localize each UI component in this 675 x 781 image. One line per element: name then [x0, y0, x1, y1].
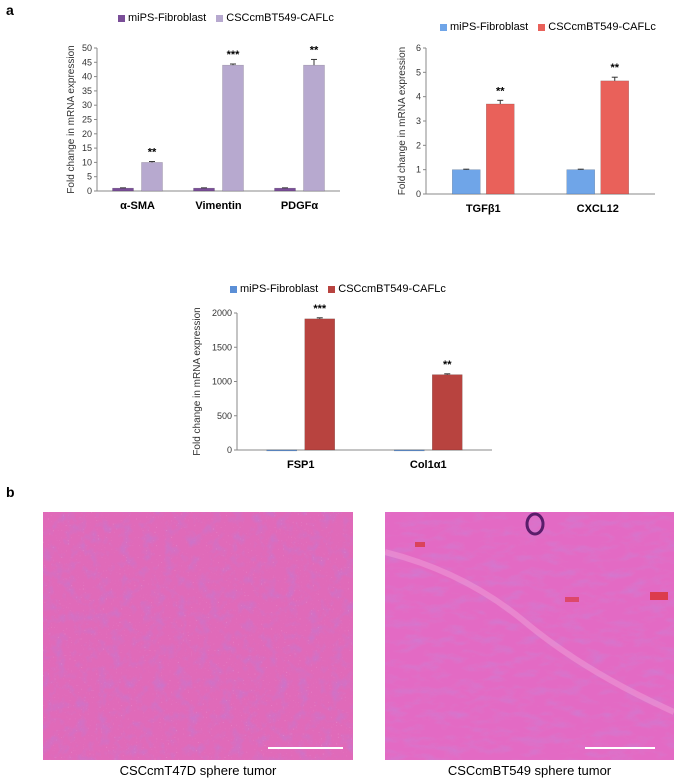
legend-swatch — [118, 14, 125, 22]
caption-left: CSCcmT47D sphere tumor — [119, 763, 277, 778]
bar — [193, 187, 215, 192]
y-tick-label: 0 — [87, 186, 92, 196]
bar — [141, 162, 163, 192]
y-tick-label: 0 — [227, 445, 232, 455]
significance-label: ** — [610, 62, 619, 74]
y-tick-label: 1000 — [212, 377, 232, 387]
legend-item: CSCcmBT549-CAFLc — [328, 283, 446, 295]
y-tick-label: 15 — [82, 143, 92, 153]
y-tick-label: 5 — [416, 67, 421, 77]
panel-label-a: a — [6, 2, 14, 18]
chart-1-plot: 0 5 10 15 20 25 30 35 40 45 50 Fold change in mRNA … — [66, 43, 340, 212]
legend-item: CSCcmBT549-CAFLc — [538, 21, 656, 33]
legend-swatch — [328, 285, 336, 293]
chart-3-legend: miPS-Fibroblast CSCcmBT549-CAFLc — [230, 283, 456, 295]
y-tick-label: 35 — [82, 86, 92, 96]
histology-image-left — [43, 512, 353, 760]
y-tick-label: 1 — [416, 165, 421, 175]
significance-label: ** — [443, 359, 452, 371]
bar — [394, 449, 425, 452]
y-tick-label: 25 — [82, 115, 92, 125]
bar — [600, 80, 629, 195]
legend-swatch — [216, 14, 224, 22]
y-tick-label: 40 — [82, 72, 92, 82]
chart-2-plot: 0 1 2 3 4 5 6 Fold change in mRNA expression ** T… — [397, 43, 655, 215]
y-tick-label: 4 — [416, 92, 421, 102]
legend-swatch — [440, 23, 447, 31]
x-tick-label: PDGFα — [281, 200, 319, 212]
bar — [266, 449, 297, 452]
bar — [274, 187, 296, 192]
bar — [432, 374, 463, 451]
y-tick-label: 30 — [82, 100, 92, 110]
legend-item: miPS-Fibroblast — [118, 12, 206, 24]
legend-label: CSCcmBT549-CAFLc — [338, 283, 446, 295]
bar — [566, 169, 595, 195]
panel-label-b: b — [6, 484, 15, 500]
legend-item: miPS-Fibroblast — [440, 21, 528, 33]
bar — [222, 64, 244, 192]
y-tick-label: 45 — [82, 57, 92, 67]
y-tick-label: 50 — [82, 43, 92, 53]
significance-label: *** — [227, 49, 241, 61]
chart-3: miPS-Fibroblast CSCcmBT549-CAFLc 0 500 100… — [190, 270, 510, 480]
histology-image — [385, 512, 674, 760]
significance-label: ** — [496, 85, 505, 97]
significance-label: ** — [148, 147, 157, 159]
legend-label: miPS-Fibroblast — [240, 283, 319, 295]
y-tick-label: 5 — [87, 172, 92, 182]
y-axis-label: Fold change in mRNA expression — [397, 47, 408, 195]
x-tick-label: Vimentin — [195, 200, 242, 212]
histology-image-right — [385, 512, 674, 760]
bar — [486, 103, 515, 195]
legend-swatch — [538, 23, 546, 31]
y-tick-label: 0 — [416, 189, 421, 199]
legend-swatch — [230, 285, 237, 293]
bar — [452, 169, 481, 195]
histology-image — [43, 512, 353, 760]
legend-label: miPS-Fibroblast — [128, 12, 207, 24]
bar — [112, 187, 134, 192]
bar — [303, 64, 325, 192]
y-tick-label: 500 — [217, 411, 232, 421]
chart-3-plot: 0 500 1000 1500 2000 Fold change in mRNA expr… — [192, 303, 492, 471]
bar — [304, 318, 335, 451]
chart-1: miPS-Fibroblast CSCcmBT549-CAFLc 0 5 10 15 2… — [0, 0, 360, 225]
y-tick-label: 10 — [82, 157, 92, 167]
x-tick-label: TGFβ1 — [466, 203, 501, 215]
chart-2: miPS-Fibroblast CSCcmBT549-CAFLc 0 1 2 3 4 5 6… — [393, 0, 675, 225]
y-tick-label: 20 — [82, 129, 92, 139]
legend-label: CSCcmBT549-CAFLc — [548, 21, 656, 33]
chart-1-legend: miPS-Fibroblast CSCcmBT549-CAFLc — [118, 12, 344, 24]
y-axis-label: Fold change in mRNA expression — [66, 45, 77, 193]
x-tick-label: FSP1 — [287, 459, 315, 471]
y-tick-label: 3 — [416, 116, 421, 126]
legend-label: miPS-Fibroblast — [450, 21, 529, 33]
caption-right: CSCcmBT549 sphere tumor — [447, 763, 612, 778]
y-tick-label: 1500 — [212, 342, 232, 352]
y-tick-label: 6 — [416, 43, 421, 53]
legend-label: CSCcmBT549-CAFLc — [226, 12, 334, 24]
y-tick-label: 2 — [416, 140, 421, 150]
x-tick-label: CXCL12 — [577, 203, 619, 215]
y-axis-label: Fold change in mRNA expression — [192, 307, 203, 455]
legend-item: CSCcmBT549-CAFLc — [216, 12, 334, 24]
significance-label: *** — [313, 303, 327, 315]
x-tick-label: Col1α1 — [410, 459, 447, 471]
y-tick-label: 2000 — [212, 308, 232, 318]
significance-label: ** — [310, 44, 319, 56]
legend-item: miPS-Fibroblast — [230, 283, 318, 295]
x-tick-label: α-SMA — [120, 200, 155, 212]
chart-2-legend: miPS-Fibroblast CSCcmBT549-CAFLc — [440, 21, 666, 33]
